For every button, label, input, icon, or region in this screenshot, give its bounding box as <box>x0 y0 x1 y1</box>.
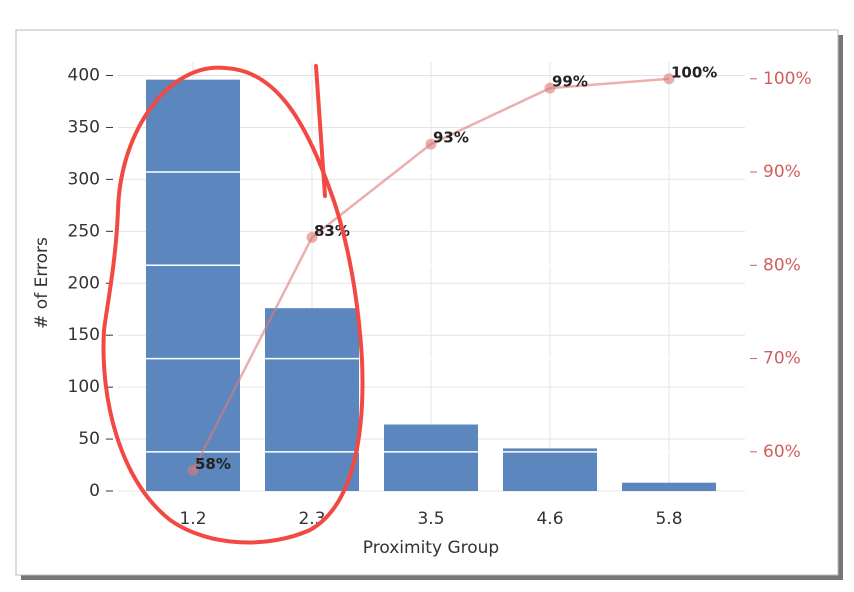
marker <box>187 464 199 476</box>
y2-tick-label: 100% <box>763 69 812 89</box>
bar <box>503 448 597 491</box>
marker <box>425 138 437 150</box>
x-tick-label: 3.5 <box>417 509 444 529</box>
y-tick-label: 300 <box>68 169 100 189</box>
x-tick-label: 5.8 <box>655 509 682 529</box>
y-tick-label: 350 <box>68 117 100 137</box>
x-tick-label: 1.2 <box>179 509 206 529</box>
value-label: 100% <box>671 63 717 81</box>
card <box>15 29 839 576</box>
bar <box>622 482 716 491</box>
marker <box>544 82 556 94</box>
y-tick-label: 100 <box>68 377 100 397</box>
y-axis-label: # of Errors <box>32 237 52 329</box>
y2-tick-label: 90% <box>763 162 801 182</box>
plot: 0 50 100 150 200 250 300 350 400 1.2 2.3 3.5 4.6 5.8 6… <box>68 62 812 529</box>
y-tick-label: 200 <box>68 273 100 293</box>
bar <box>384 424 478 491</box>
value-label: 99% <box>552 73 588 91</box>
y2-tick-label: 70% <box>763 349 801 369</box>
y-tick-label: 400 <box>68 66 100 86</box>
value-label: 58% <box>195 455 231 473</box>
y-tick-label: 250 <box>68 221 100 241</box>
y-tick-label: 150 <box>68 325 100 345</box>
y-tick-label: 50 <box>78 429 100 449</box>
y-tick-label: 0 <box>89 481 100 501</box>
annotation-ellipse <box>101 65 365 545</box>
x-tick-label: 4.6 <box>536 509 563 529</box>
x-tick-label: 2.3 <box>298 509 325 529</box>
y2-tick-label: 60% <box>763 442 801 462</box>
marker <box>663 73 675 85</box>
bar <box>265 308 359 491</box>
marker <box>306 231 318 243</box>
bar <box>146 79 240 491</box>
x-axis-label: Proximity Group <box>363 538 499 558</box>
y2-tick-label: 80% <box>763 255 801 275</box>
value-label: 93% <box>433 129 469 147</box>
